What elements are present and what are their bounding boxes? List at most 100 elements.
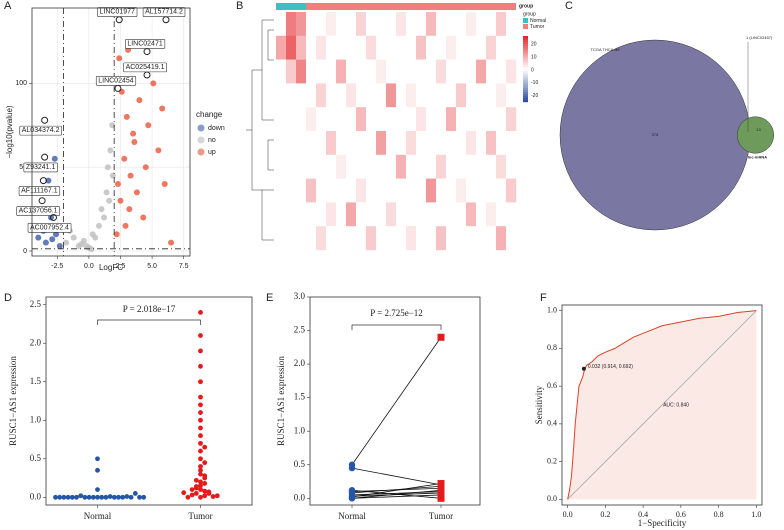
point xyxy=(198,410,203,415)
annotation-box xyxy=(18,186,61,196)
heat-cell xyxy=(496,59,507,84)
venn-set xyxy=(736,116,774,154)
point xyxy=(145,122,152,129)
point xyxy=(98,206,105,213)
heat-cell xyxy=(406,226,417,251)
set-label: lnc-mRNA xyxy=(748,154,767,159)
heat-cell xyxy=(386,202,397,227)
heat-cell xyxy=(406,83,417,108)
point xyxy=(161,180,168,187)
heat-cell xyxy=(346,107,357,132)
point xyxy=(202,481,208,486)
point xyxy=(198,494,203,500)
point xyxy=(83,242,90,249)
heat-cell xyxy=(506,178,517,203)
heat-cell xyxy=(276,154,287,179)
heat-cell xyxy=(376,178,387,203)
point xyxy=(437,333,445,341)
heat-cell xyxy=(306,202,317,227)
heat-cell xyxy=(496,131,507,155)
point xyxy=(101,214,108,221)
point xyxy=(198,467,203,473)
p-value: P = 2.018e−17 xyxy=(123,304,176,314)
legend-label: up xyxy=(208,149,216,156)
colorbar-step xyxy=(523,38,528,41)
heat-cell xyxy=(376,131,387,155)
heat-cell xyxy=(496,154,507,179)
point xyxy=(120,494,126,500)
point xyxy=(198,417,203,423)
point xyxy=(70,234,77,241)
point xyxy=(130,130,137,137)
heat-cell xyxy=(406,131,417,155)
point xyxy=(65,494,71,500)
pair-line xyxy=(351,483,442,498)
heat-cell xyxy=(416,35,427,60)
heat-cell xyxy=(276,226,287,251)
pair-line xyxy=(351,467,442,486)
heat-cell xyxy=(386,226,397,251)
point xyxy=(95,222,102,229)
heat-cell xyxy=(346,178,357,203)
point xyxy=(198,479,203,485)
roc-curve xyxy=(567,310,757,500)
heat-cell xyxy=(346,226,357,251)
legend-title: change xyxy=(196,110,223,119)
group-bar xyxy=(306,3,516,10)
x-tick-label: 0.2 xyxy=(600,510,610,519)
heat-cell xyxy=(306,107,317,132)
point xyxy=(104,164,111,171)
heat-cell xyxy=(486,59,497,84)
heat-cell xyxy=(436,202,447,227)
colorbar-step xyxy=(523,64,528,68)
point xyxy=(150,80,157,87)
heat-cell xyxy=(496,35,507,60)
highlight-point xyxy=(41,116,49,124)
heat-cell xyxy=(366,131,377,155)
point xyxy=(198,333,203,338)
point xyxy=(202,488,208,494)
annotation-label: AL157714.2 xyxy=(145,9,183,16)
heat-cell xyxy=(496,202,507,227)
legend-swatch xyxy=(197,124,205,132)
point xyxy=(133,189,140,196)
point xyxy=(113,231,120,238)
heat-cell xyxy=(336,59,347,84)
heat-cell xyxy=(446,131,457,155)
heat-cell xyxy=(476,154,487,179)
point xyxy=(90,494,96,500)
heat-cell xyxy=(456,154,467,179)
heat-cell xyxy=(326,178,337,203)
heat-cell xyxy=(356,12,367,36)
heat-cell xyxy=(276,178,287,203)
point xyxy=(103,494,109,500)
heat-cell xyxy=(376,154,387,179)
heat-cell xyxy=(476,131,487,155)
point xyxy=(206,489,212,495)
annotation-box xyxy=(125,39,166,49)
point xyxy=(107,147,114,154)
point xyxy=(49,236,56,243)
heat-cell xyxy=(346,59,357,84)
heat-cell xyxy=(296,107,307,132)
heat-cell xyxy=(336,226,347,251)
set-count: 13 xyxy=(756,127,761,132)
x-axis-label: LogFC xyxy=(99,263,123,272)
heat-cell xyxy=(316,226,327,251)
heat-cell xyxy=(276,83,287,108)
heat-cell xyxy=(316,178,327,203)
heat-cell xyxy=(336,131,347,155)
heat-cell xyxy=(276,59,287,84)
y-tick-label: 0.0 xyxy=(547,494,557,503)
point xyxy=(198,471,203,477)
heat-cell xyxy=(486,83,497,108)
x-axis-label: 1−Specificity xyxy=(638,518,687,528)
heat-cell xyxy=(506,35,517,60)
annotation-label: LINC01977 xyxy=(100,9,136,16)
point xyxy=(126,206,133,213)
heat-cell xyxy=(476,59,487,84)
heat-cell xyxy=(366,154,377,179)
y-axis-label: RUSC1−AS1 expression xyxy=(8,356,18,446)
group-bar-label: group xyxy=(519,3,533,9)
heat-cell xyxy=(436,131,447,155)
